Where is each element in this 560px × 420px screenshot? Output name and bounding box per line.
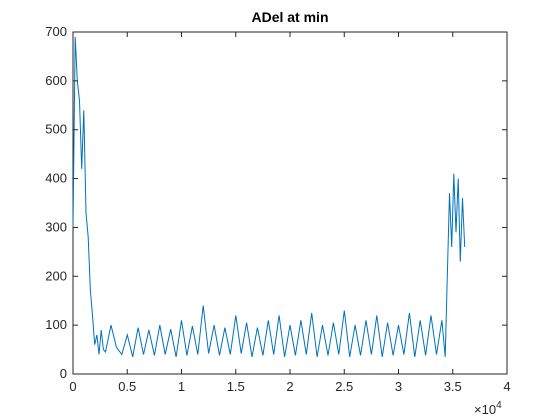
- chart-title: ADel at min: [251, 9, 328, 25]
- x-axis-exponent: ×104: [474, 400, 502, 417]
- plot-area: 0 0.5 1 1.5 2 2.5 3 3.5 4 0 100 200 300 400 500 600 700: [45, 24, 510, 394]
- y-tick-label: 700: [45, 24, 67, 39]
- y-axis-ticks: 0 100 200 300 400 500 600 700: [45, 24, 507, 381]
- x-axis-exponent-power: 4: [496, 400, 502, 411]
- x-tick-label: 3: [395, 379, 402, 394]
- x-tick-label: 0.5: [118, 379, 136, 394]
- x-tick-label: 2: [286, 379, 293, 394]
- x-tick-label: 4: [503, 379, 510, 394]
- y-tick-label: 300: [45, 219, 67, 234]
- y-tick-label: 0: [60, 366, 67, 381]
- x-tick-label: 3.5: [444, 379, 462, 394]
- y-tick-label: 200: [45, 268, 67, 283]
- series-line: [73, 37, 465, 357]
- y-tick-label: 500: [45, 122, 67, 137]
- y-tick-label: 400: [45, 171, 67, 186]
- x-axis-exponent-base: ×10: [474, 402, 496, 417]
- x-tick-label: 1.5: [227, 379, 245, 394]
- x-tick-label: 1: [178, 379, 185, 394]
- x-tick-label: 0: [69, 379, 76, 394]
- y-tick-label: 100: [45, 317, 67, 332]
- y-tick-label: 600: [45, 73, 67, 88]
- x-tick-label: 2.5: [335, 379, 353, 394]
